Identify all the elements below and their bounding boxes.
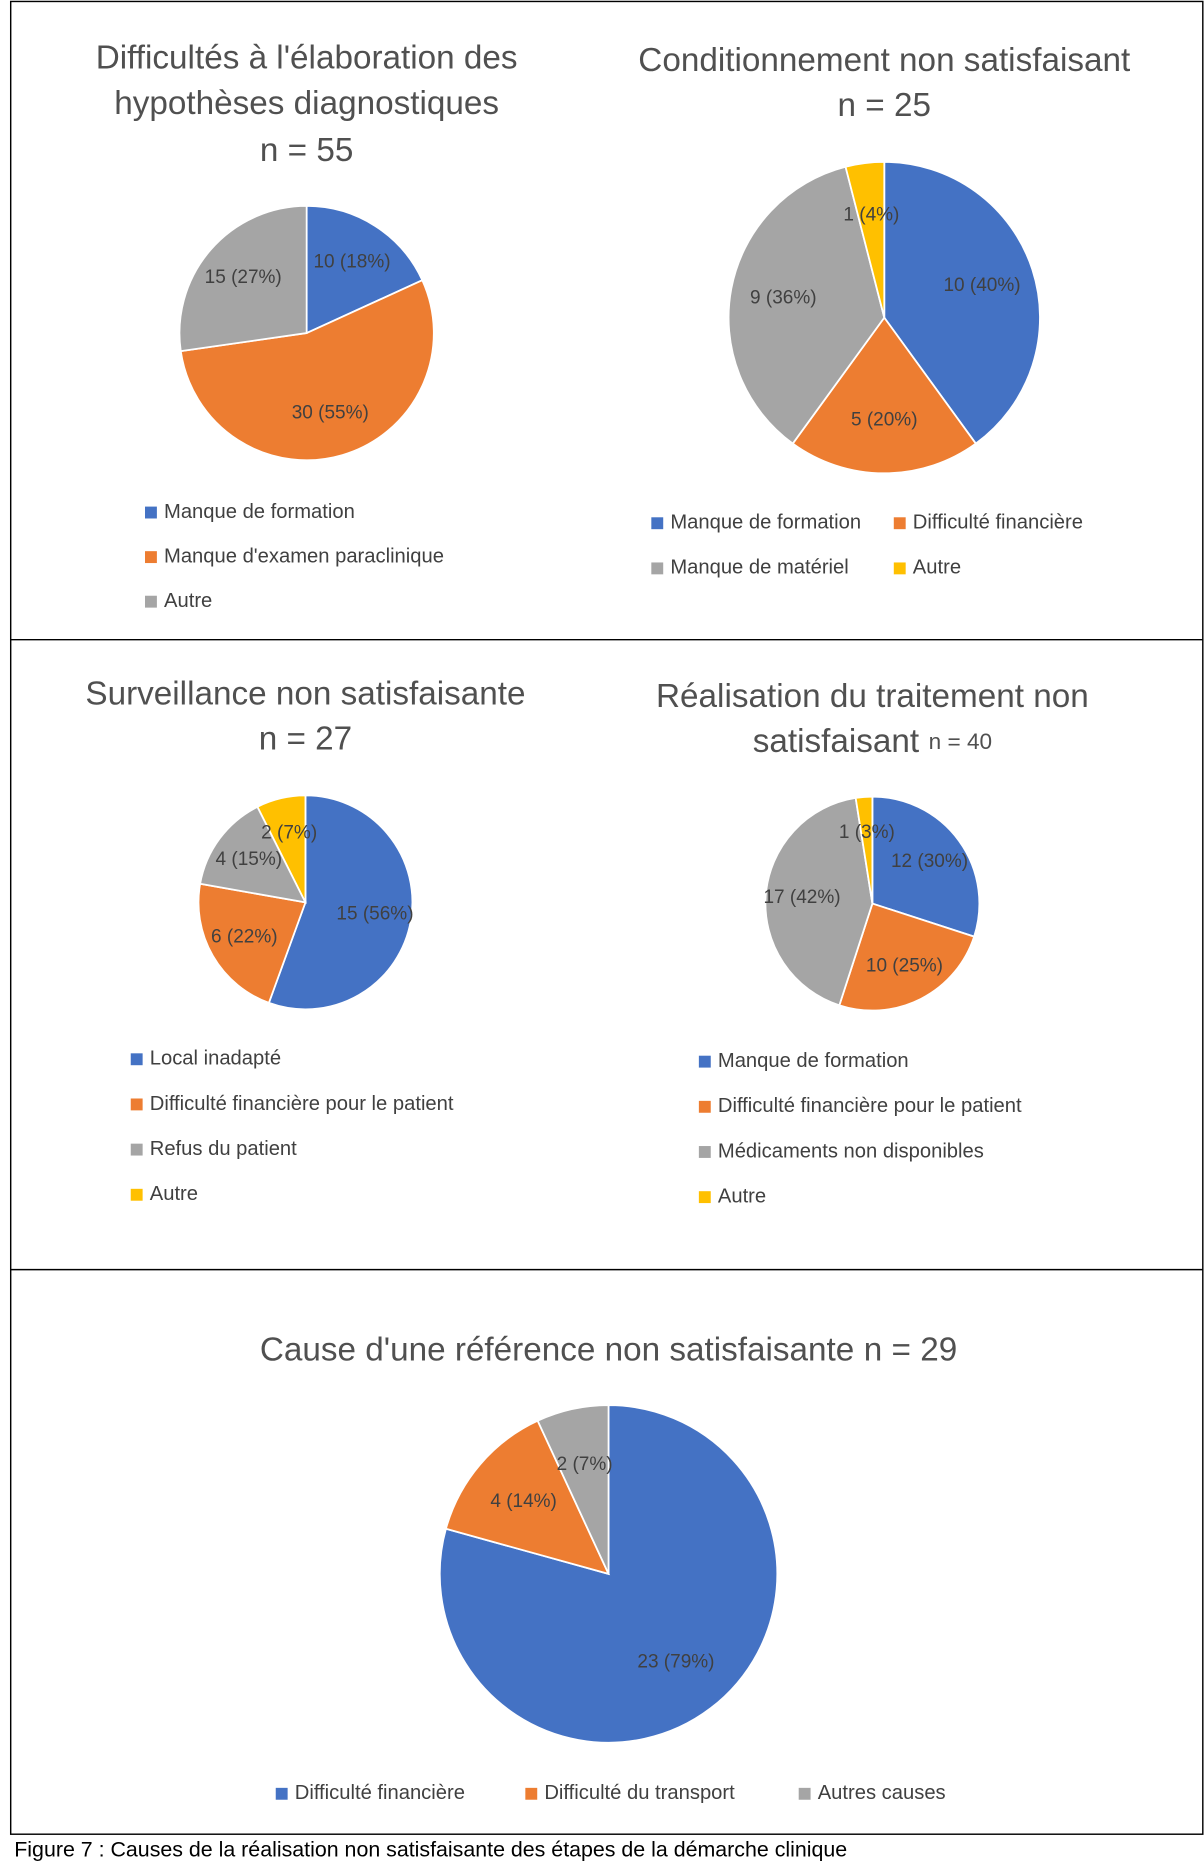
chart-title: Surveillance non satisfaisante [85, 675, 525, 712]
legend-label: Manque d'examen paraclinique [164, 545, 444, 567]
legend-swatch [525, 1787, 538, 1800]
data-label: 10 (25%) [866, 955, 943, 976]
pie-slice [256, 794, 307, 903]
chart-subtitle: n = 40 [929, 729, 992, 754]
legend-swatch [698, 1100, 711, 1113]
data-label: 12 (30%) [891, 851, 968, 872]
legend-label: Local inadapté [150, 1048, 281, 1070]
legend-label: Manque de matériel [670, 557, 848, 579]
chart-title: Conditionnement non satisfaisant [638, 42, 1130, 79]
legend-swatch [651, 562, 664, 575]
chart-title: Cause d'une référence non satisfaisante [260, 1331, 854, 1368]
chart-title: hypothèses diagnostiques [114, 85, 499, 122]
legend-swatch [145, 551, 157, 564]
chart-title: Conditionnement non satisfaisant [638, 42, 1130, 79]
data-label: 23 (79%) [637, 1652, 714, 1673]
data-label: 1 (4%) [843, 205, 899, 226]
legend-label: Difficulté financière pour le patient [150, 1093, 454, 1115]
legend-swatch [145, 506, 157, 519]
chart-subtitle: n = 27 [259, 721, 352, 758]
pie-slice [197, 882, 307, 1005]
chart-subtitle: n = 55 [260, 132, 353, 169]
legend-swatch [698, 1146, 711, 1158]
legend-label: Autre [718, 1185, 766, 1207]
chart-title: hypothèses diagnostiques [114, 85, 499, 122]
chart-title: satisfaisant [753, 723, 919, 760]
legend-swatch [798, 1787, 811, 1800]
legend-swatch [893, 517, 906, 530]
legend-label: Autre [150, 1183, 198, 1205]
chart-title: satisfaisant n = 40 [753, 723, 992, 760]
data-label: 2 (7%) [261, 823, 317, 844]
legend-swatch [651, 517, 664, 530]
data-label: 9 (36%) [750, 287, 817, 308]
data-label: 10 (18%) [313, 251, 390, 272]
data-label: 15 (27%) [205, 267, 282, 288]
data-label: 4 (14%) [490, 1491, 557, 1512]
pie-slice [267, 794, 414, 1011]
legend-swatch [130, 1053, 143, 1066]
pie-slice [179, 279, 435, 462]
legend-swatch [275, 1787, 288, 1800]
legend-label: Difficulté financière [913, 512, 1083, 534]
legend-label: Manque de formation [718, 1050, 909, 1072]
pie-slice [199, 805, 308, 904]
legend-label: Autre [164, 590, 212, 612]
frame [9, 0, 1204, 1835]
caption: Figure 7 : Causes de la réalisation non … [14, 1837, 847, 1861]
pie-slice [838, 902, 976, 1012]
data-label: 5 (20%) [851, 409, 918, 430]
pie-slice [883, 161, 1041, 445]
chart-title: Surveillance non satisfaisante [85, 675, 525, 712]
legend-label: Médicaments non disponibles [718, 1140, 984, 1162]
legend-swatch [130, 1143, 143, 1156]
legend-label: Refus du patient [150, 1138, 297, 1160]
chart-subtitle: n = 25 [838, 87, 931, 124]
data-label: 10 (40%) [943, 275, 1020, 296]
chart-title: Difficultés à l'élaboration des [96, 39, 518, 76]
data-label: 17 (42%) [763, 887, 840, 908]
pie-slice [871, 795, 981, 938]
chart-title: Réalisation du traitement non [656, 678, 1089, 715]
legend-swatch [130, 1098, 143, 1111]
pie-slice [305, 204, 424, 335]
legend-label: Difficulté financière [295, 1782, 465, 1804]
legend-swatch [698, 1055, 711, 1068]
pie-slice [178, 204, 308, 353]
data-label: 4 (15%) [216, 849, 283, 870]
legend-label: Difficulté du transport [544, 1782, 735, 1804]
legend-label: Manque de formation [670, 512, 861, 534]
data-label: 15 (56%) [336, 904, 413, 925]
legend-swatch [893, 562, 906, 575]
data-label: 30 (55%) [292, 403, 369, 424]
legend-swatch [698, 1191, 711, 1204]
chart-title: Cause d'une référence non satisfaisante n… [260, 1331, 957, 1368]
pie-slice [854, 795, 874, 904]
pie-slice [844, 161, 886, 318]
pie-slice [791, 316, 978, 475]
data-label: 1 (3%) [839, 822, 895, 843]
legend-label: Difficulté financière pour le patient [718, 1095, 1022, 1117]
data-label: 2 (7%) [557, 1454, 613, 1475]
legend-label: Manque de formation [164, 501, 355, 523]
pie-slice [764, 796, 874, 1007]
legend-label: Autre [913, 557, 961, 579]
pie-slice [536, 1404, 610, 1575]
pie-slice [727, 165, 886, 445]
legend-label: Autres causes [818, 1782, 946, 1804]
chart-subtitle: n = 29 [864, 1331, 957, 1368]
pie-slice [444, 1419, 611, 1576]
chart-title: Difficultés à l'élaboration des [96, 39, 518, 76]
legend-swatch [145, 595, 157, 608]
chart-title: Réalisation du traitement non [656, 678, 1089, 715]
data-label: 6 (22%) [211, 927, 278, 948]
legend-swatch [130, 1188, 143, 1201]
